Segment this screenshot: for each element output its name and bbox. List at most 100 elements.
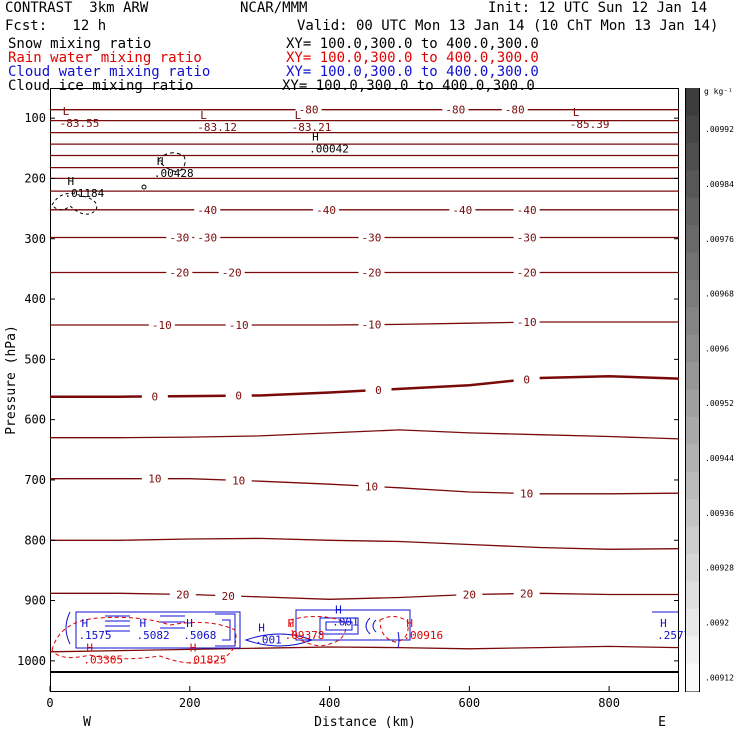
- forecast-hour: Fcst: 12 h: [5, 18, 107, 34]
- isotherm-label: -20: [517, 267, 537, 280]
- cloud-water-contour: [105, 615, 130, 632]
- isotherm-label-bg: [501, 103, 528, 116]
- extremum-value: .03305: [83, 654, 123, 667]
- extremum-marker: H: [406, 617, 413, 630]
- rain-water-contour: [379, 616, 409, 643]
- isotherm-label-bg: [169, 588, 196, 601]
- isotherm-label-bg: [358, 318, 385, 331]
- extremum-marker: H: [67, 175, 74, 188]
- isotherm-label: -10: [362, 319, 382, 332]
- isotherm-label: 20: [520, 588, 533, 601]
- extremum-marker: L: [200, 109, 207, 122]
- isotherm-label-bg: [218, 266, 245, 279]
- isotherm-label-bg: [194, 203, 221, 216]
- cloud-water-contour: [397, 631, 400, 649]
- isotherm-label: 20: [222, 590, 235, 603]
- isotherm-label: 10: [148, 473, 161, 486]
- field-name-cloud-ice: Cloud ice mixing ratio: [8, 78, 194, 94]
- isotherm-label: -30: [169, 232, 189, 245]
- isotherm-label: -10: [517, 316, 537, 329]
- colorbar-cell: [686, 142, 699, 171]
- extremum-value: .001: [255, 634, 282, 647]
- colorbar-unit: g kg⁻¹: [704, 87, 733, 96]
- colorbar-cell: [686, 252, 699, 281]
- colorbar-label: .00992: [705, 125, 734, 134]
- colorbar-label: .00928: [705, 564, 734, 573]
- colorbar-cell: [686, 197, 699, 226]
- isotherm-label-bg: [513, 316, 540, 329]
- center-title: NCAR/MMM: [240, 0, 308, 16]
- colorbar-label: .00968: [705, 290, 734, 299]
- isotherm-label-bg: [215, 589, 242, 602]
- extremum-marker: H: [312, 130, 319, 143]
- west-label: W: [83, 715, 91, 730]
- isotherm-label: 0: [375, 384, 382, 397]
- isotherm-label-bg: [358, 266, 385, 279]
- isotherm-label: 0: [523, 373, 530, 386]
- isotherm-label: -30: [517, 232, 537, 245]
- isotherm-line: [49, 645, 680, 653]
- extremum-value: .00916: [403, 629, 443, 642]
- contour-label-layer: -80 -80 -80 -40 -40 -40 -40 -30 -30 -30 -30 -20 -20 -…: [60, 103, 690, 667]
- field-name-rain: Rain water mixing ratio: [8, 50, 202, 66]
- snow-contour: [141, 184, 147, 190]
- model-title: CONTRAST 3km ARW: [5, 0, 149, 16]
- y-tick-label: 1000: [17, 654, 46, 668]
- extremum-value: .01184: [64, 187, 104, 200]
- extremum-value: .09378: [285, 629, 325, 642]
- field-xy-snow: XY= 100.0,300.0 to 400.0,300.0: [286, 36, 539, 52]
- isotherm-label: -30: [362, 232, 382, 245]
- isotherm-label: 20: [176, 588, 189, 601]
- isotherm-label: 0: [235, 390, 242, 403]
- cloud-water-contour: [319, 617, 359, 635]
- extremum-value: .5068: [183, 629, 216, 642]
- x-tick-label: 600: [458, 696, 480, 710]
- isotherm-label-bg: [225, 389, 252, 402]
- isotherm-label: -10: [229, 319, 249, 332]
- colorbar-label: .00984: [705, 180, 734, 189]
- field-name-cloud-water: Cloud water mixing ratio: [8, 64, 211, 80]
- colorbar-label: .00944: [705, 454, 734, 463]
- snow-contour: [157, 152, 186, 173]
- extremum-value: .00428: [154, 167, 194, 180]
- isotherm-label-bg: [358, 231, 385, 244]
- extremum-value: .2577: [657, 629, 690, 642]
- y-tick-label: 300: [24, 232, 46, 246]
- extremum-marker: H: [190, 642, 197, 655]
- rain-water-contour: [51, 616, 237, 664]
- isotherm-label: -80: [299, 104, 319, 117]
- extremum-value: .1575: [78, 629, 111, 642]
- isotherm-label: 20: [463, 589, 476, 602]
- y-tick-label: 600: [24, 413, 46, 427]
- isotherm-label: -20: [169, 267, 189, 280]
- extremum-marker: H: [86, 642, 93, 655]
- isotherm-label-bg: [194, 231, 221, 244]
- isotherm-label-bg: [513, 266, 540, 279]
- colorbar-cell: [686, 636, 699, 665]
- isotherm-label-bg: [295, 103, 322, 116]
- extremum-marker: H: [186, 617, 193, 630]
- y-tick-label: 700: [24, 473, 46, 487]
- colorbar-cell: [686, 389, 699, 418]
- extremum-value: .01825: [187, 654, 227, 667]
- colorbar-cell: [686, 115, 699, 144]
- isotherm-label-bg: [141, 390, 168, 403]
- valid-time: Valid: 00 UTC Mon 13 Jan 14 (10 ChT Mon …: [297, 18, 719, 34]
- x-axis-title: Distance (km): [314, 715, 416, 730]
- isotherm-label: 0: [152, 390, 159, 403]
- isotherm-label-bg: [456, 588, 483, 601]
- cloud-water-contour: [160, 615, 185, 629]
- isotherm-line: [50, 592, 679, 600]
- extremum-marker: H: [139, 617, 146, 630]
- colorbar-cell: [686, 362, 699, 390]
- cloud-water-contour: [65, 611, 71, 645]
- y-tick-label: 100: [24, 111, 46, 125]
- isotherm-label-bg: [513, 203, 540, 216]
- extremum-marker: H: [81, 617, 88, 630]
- extremum-value: .00042: [309, 142, 349, 155]
- x-tick-label: 400: [319, 696, 341, 710]
- x-tick-label: 200: [179, 696, 201, 710]
- isotherm-label-bg: [513, 231, 540, 244]
